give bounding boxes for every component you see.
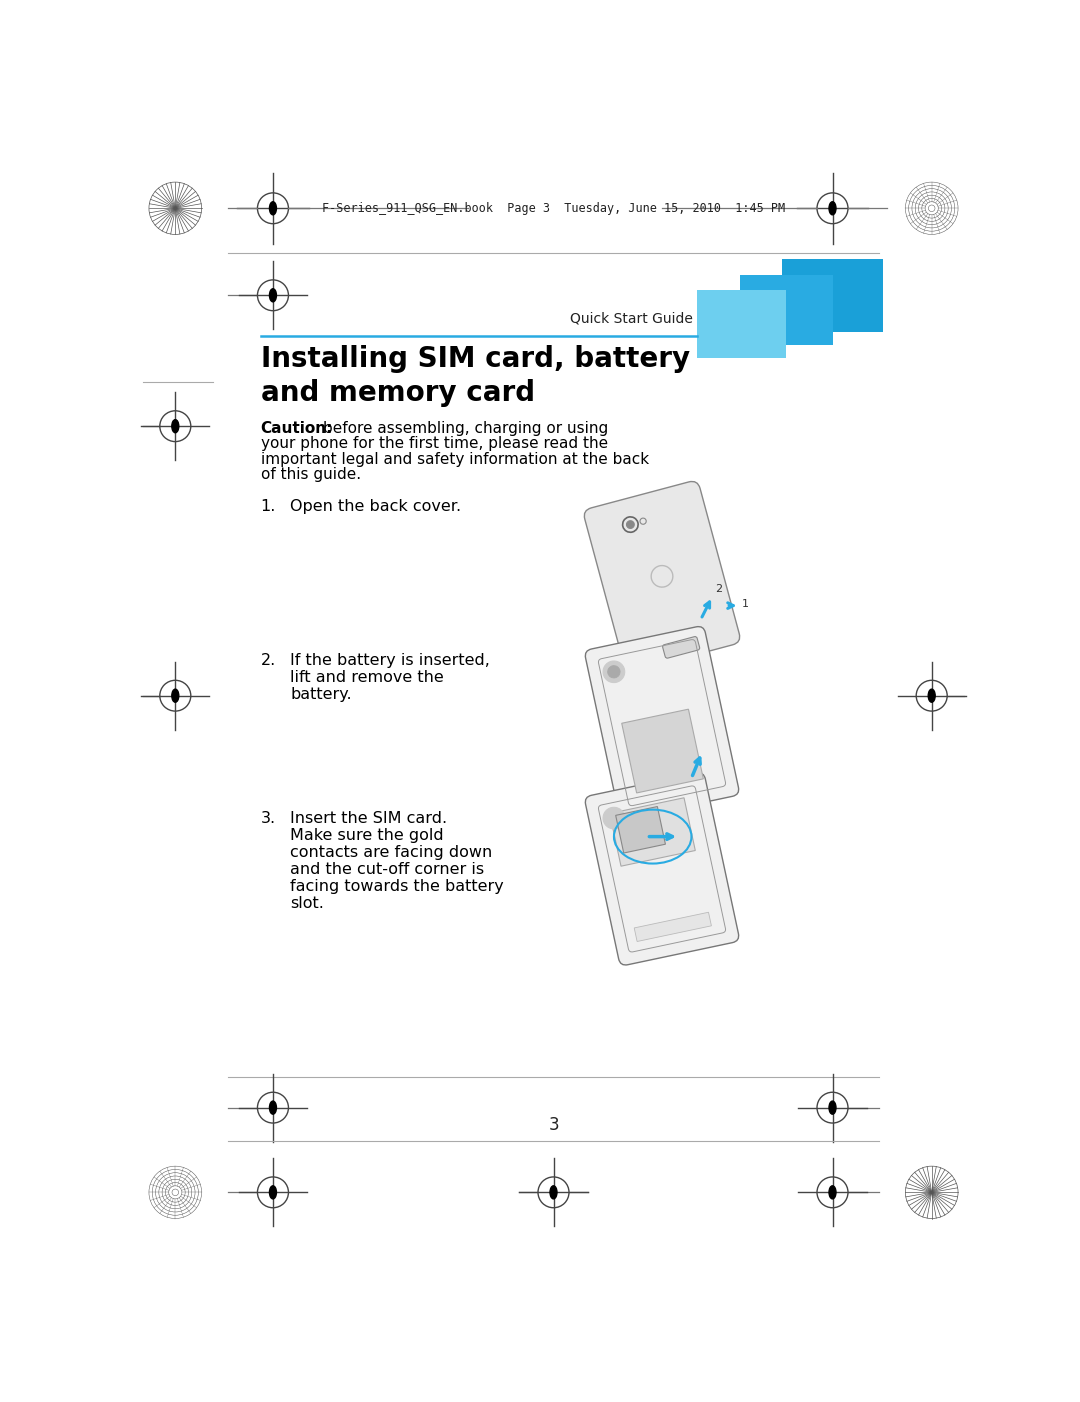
Circle shape — [603, 808, 624, 829]
Circle shape — [626, 520, 634, 529]
Text: 3: 3 — [549, 1116, 558, 1134]
Ellipse shape — [550, 1186, 557, 1199]
Text: before assembling, charging or using: before assembling, charging or using — [323, 421, 608, 436]
Ellipse shape — [928, 690, 935, 702]
Text: 3.: 3. — [260, 812, 275, 826]
Text: battery.: battery. — [291, 687, 352, 702]
Text: 1.: 1. — [260, 499, 275, 515]
Text: contacts are facing down: contacts are facing down — [291, 845, 492, 859]
FancyBboxPatch shape — [740, 275, 833, 345]
Circle shape — [608, 666, 620, 679]
Text: Insert the SIM card.: Insert the SIM card. — [291, 812, 447, 826]
Text: and the cut-off corner is: and the cut-off corner is — [291, 862, 484, 878]
Text: Open the back cover.: Open the back cover. — [291, 499, 461, 515]
FancyBboxPatch shape — [584, 481, 740, 672]
FancyBboxPatch shape — [616, 806, 665, 852]
FancyBboxPatch shape — [622, 709, 703, 794]
Text: 2.: 2. — [260, 653, 275, 669]
Ellipse shape — [829, 289, 836, 301]
Ellipse shape — [270, 202, 276, 215]
FancyBboxPatch shape — [697, 290, 786, 358]
Text: slot.: slot. — [291, 896, 324, 911]
Ellipse shape — [829, 1101, 836, 1115]
Ellipse shape — [829, 1186, 836, 1199]
Text: of this guide.: of this guide. — [260, 467, 361, 482]
Circle shape — [603, 660, 624, 683]
FancyBboxPatch shape — [585, 773, 739, 965]
Text: If the battery is inserted,: If the battery is inserted, — [291, 653, 490, 669]
Ellipse shape — [172, 419, 179, 433]
Ellipse shape — [829, 202, 836, 215]
Text: Make sure the gold: Make sure the gold — [291, 829, 444, 843]
Text: your phone for the first time, please read the: your phone for the first time, please re… — [260, 436, 608, 451]
Text: and memory card: and memory card — [260, 379, 535, 407]
Text: 1: 1 — [742, 599, 748, 608]
FancyBboxPatch shape — [782, 259, 882, 332]
Ellipse shape — [270, 1101, 276, 1115]
Ellipse shape — [172, 690, 179, 702]
Text: Quick Start Guide: Quick Start Guide — [570, 311, 693, 325]
FancyBboxPatch shape — [663, 637, 700, 658]
Ellipse shape — [270, 289, 276, 301]
Text: F-Series_911_QSG_EN.book  Page 3  Tuesday, June 15, 2010  1:45 PM: F-Series_911_QSG_EN.book Page 3 Tuesday,… — [322, 202, 785, 215]
Ellipse shape — [270, 1186, 276, 1199]
Text: lift and remove the: lift and remove the — [291, 670, 444, 686]
FancyBboxPatch shape — [610, 798, 696, 866]
Text: Installing SIM card, battery: Installing SIM card, battery — [260, 345, 690, 373]
Text: 2: 2 — [715, 583, 723, 593]
Text: Caution:: Caution: — [260, 421, 333, 436]
Text: facing towards the battery: facing towards the battery — [291, 879, 503, 894]
FancyBboxPatch shape — [585, 627, 739, 819]
FancyBboxPatch shape — [634, 913, 712, 942]
Text: important legal and safety information at the back: important legal and safety information a… — [260, 451, 649, 467]
